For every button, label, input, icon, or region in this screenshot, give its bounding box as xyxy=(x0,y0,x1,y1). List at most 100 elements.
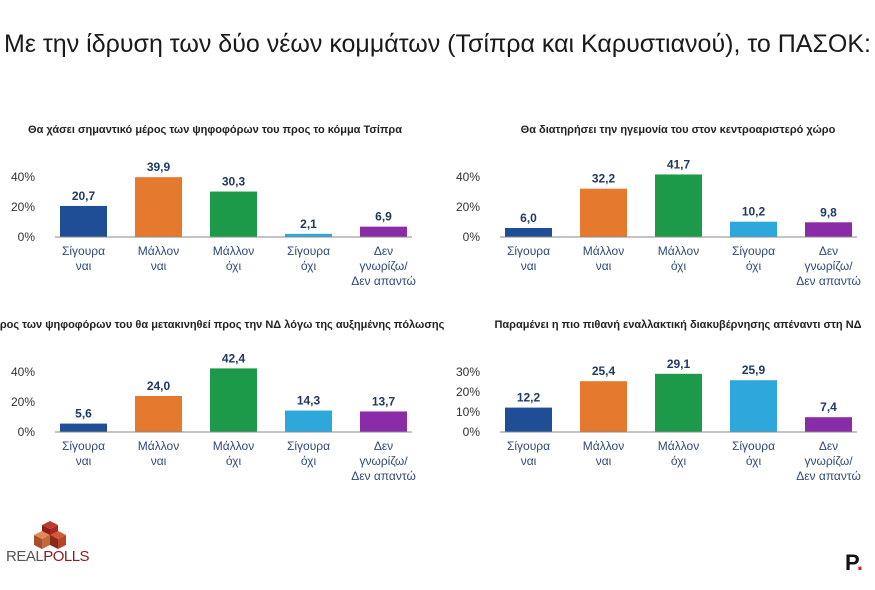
y-tick-label: 20% xyxy=(11,395,35,409)
data-label: 24,0 xyxy=(147,379,171,393)
category-label: Σίγουρα xyxy=(62,244,105,258)
bar xyxy=(210,191,257,237)
chart-keep-centre-left-hegemony: Θα διατηρήσει την ηγεμονία του στον κεντ… xyxy=(456,124,861,288)
realpolls-wordmark: REALPOLLS xyxy=(6,548,90,565)
bar xyxy=(805,222,852,237)
y-tick-label: 30% xyxy=(456,365,480,379)
data-label: 42,4 xyxy=(222,351,246,365)
category-label: ναι xyxy=(521,454,537,468)
category-label: Σίγουρα xyxy=(507,439,550,453)
bar xyxy=(135,396,182,432)
y-tick-label: 20% xyxy=(11,200,35,214)
bar xyxy=(805,417,852,432)
data-label: 2,1 xyxy=(300,217,317,231)
category-label: Μάλλον xyxy=(213,244,254,258)
publisher-logo-dot: . xyxy=(856,550,863,575)
bar xyxy=(285,410,332,432)
category-label: Σίγουρα xyxy=(732,439,775,453)
data-label: 12,2 xyxy=(517,391,541,405)
y-tick-label: 0% xyxy=(463,230,481,244)
bar xyxy=(285,233,332,237)
category-label: ναι xyxy=(596,259,612,273)
realpolls-logo xyxy=(6,515,96,575)
category-label: Μάλλον xyxy=(138,439,179,453)
category-label: ναι xyxy=(521,259,537,273)
y-tick-label: 40% xyxy=(11,365,35,379)
category-label: όχι xyxy=(746,259,762,273)
data-label: 25,9 xyxy=(742,363,766,377)
publisher-logo: P. xyxy=(845,550,863,576)
bar xyxy=(135,177,182,237)
data-label: 25,4 xyxy=(592,364,616,378)
bar xyxy=(655,373,702,432)
category-label: ναι xyxy=(151,259,167,273)
category-label: όχι xyxy=(301,454,317,468)
category-label: Μάλλον xyxy=(583,244,624,258)
category-label: Δεν xyxy=(374,244,393,258)
data-label: 5,6 xyxy=(75,407,92,421)
category-label: Δεν xyxy=(819,244,838,258)
chart-title: Θα χάσει σημαντικό μέρος των ψηφοφόρων τ… xyxy=(28,124,402,136)
category-label: Δεν απαντώ xyxy=(796,469,861,483)
category-label: όχι xyxy=(301,259,317,273)
category-label: ναι xyxy=(76,454,92,468)
bar xyxy=(580,381,627,432)
realpolls-real-text: REAL xyxy=(6,548,44,565)
category-label: όχι xyxy=(671,454,687,468)
chart-lose-voters-to-tsipras: Θα χάσει σημαντικό μέρος των ψηφοφόρων τ… xyxy=(11,124,416,288)
chart-title: Μέρος των ψηφοφόρων του θα μετακινηθεί π… xyxy=(0,319,445,331)
data-label: 41,7 xyxy=(667,157,691,171)
data-label: 6,9 xyxy=(375,210,392,224)
y-tick-label: 0% xyxy=(18,425,36,439)
category-label: όχι xyxy=(226,259,242,273)
y-tick-label: 0% xyxy=(18,230,36,244)
category-label: όχι xyxy=(226,454,242,468)
data-label: 20,7 xyxy=(72,189,96,203)
category-label: Δεν xyxy=(374,439,393,453)
category-label: Μάλλον xyxy=(658,244,699,258)
category-label: Μάλλον xyxy=(138,244,179,258)
data-label: 39,9 xyxy=(147,160,171,174)
data-label: 14,3 xyxy=(297,394,321,408)
category-label: Μάλλον xyxy=(658,439,699,453)
realpolls-polls-text: POLLS xyxy=(43,548,90,565)
page-title: Με την ίδρυση των δύο νέων κομμάτων (Τσί… xyxy=(4,30,871,58)
bar xyxy=(730,380,777,432)
data-label: 7,4 xyxy=(820,400,837,414)
data-label: 13,7 xyxy=(372,394,396,408)
bar xyxy=(505,228,552,237)
category-label: Σίγουρα xyxy=(732,244,775,258)
category-label: Σίγουρα xyxy=(287,244,330,258)
chart-main-governing-alternative: Παραμένει η πιο πιθανή εναλλακτική διακυ… xyxy=(456,319,862,483)
bar xyxy=(60,205,107,237)
data-label: 6,0 xyxy=(520,211,537,225)
category-label: γνωρίζω/ xyxy=(804,259,853,273)
data-label: 9,8 xyxy=(820,205,837,219)
category-label: Δεν απαντώ xyxy=(351,469,416,483)
category-label: ναι xyxy=(151,454,167,468)
bar xyxy=(655,174,702,237)
chart-title: Παραμένει η πιο πιθανή εναλλακτική διακυ… xyxy=(494,319,861,331)
data-label: 30,3 xyxy=(222,175,246,189)
bar xyxy=(580,188,627,237)
category-label: Δεν xyxy=(819,439,838,453)
category-label: γνωρίζω/ xyxy=(359,454,408,468)
bar xyxy=(730,221,777,237)
y-tick-label: 0% xyxy=(463,425,481,439)
category-label: γνωρίζω/ xyxy=(359,259,408,273)
category-label: Δεν απαντώ xyxy=(796,274,861,288)
y-tick-label: 20% xyxy=(456,200,480,214)
category-label: όχι xyxy=(746,454,762,468)
data-label: 10,2 xyxy=(742,205,766,219)
y-tick-label: 40% xyxy=(11,170,35,184)
chart-title: Θα διατηρήσει την ηγεμονία του στον κεντ… xyxy=(521,124,836,136)
category-label: Δεν απαντώ xyxy=(351,274,416,288)
category-label: Σίγουρα xyxy=(62,439,105,453)
category-label: Σίγουρα xyxy=(507,244,550,258)
y-tick-label: 40% xyxy=(456,170,480,184)
publisher-logo-letter: P xyxy=(845,550,857,575)
bar xyxy=(505,407,552,432)
category-label: γνωρίζω/ xyxy=(804,454,853,468)
category-label: Μάλλον xyxy=(213,439,254,453)
y-tick-label: 10% xyxy=(456,405,480,419)
